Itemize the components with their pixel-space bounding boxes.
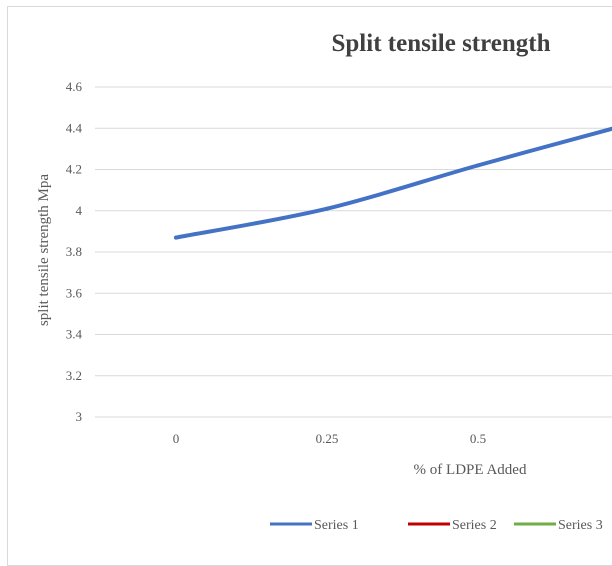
y-tick-3: 3.6 xyxy=(66,285,83,300)
y-tick-0: 3 xyxy=(76,409,83,424)
y-tick-7: 4.4 xyxy=(66,120,83,135)
y-tick-5: 4 xyxy=(76,203,83,218)
y-tick-6: 4.2 xyxy=(66,162,82,177)
legend-label-2: Series 2 xyxy=(452,518,497,533)
x-tick-0: 0 xyxy=(173,431,180,446)
data-point-1-0 xyxy=(174,235,178,240)
y-axis-title: split tensile strength Mpa xyxy=(36,174,52,326)
x-tick-1: 0.25 xyxy=(316,431,339,446)
line-chart: Split tensile strength 3 3.2 3.4 3.6 3.8 4 4.2… xyxy=(36,30,612,533)
y-tick-labels: 3 3.2 3.4 3.6 3.8 4 4.2 4.4 4.6 xyxy=(66,79,83,424)
series-lines xyxy=(174,126,612,240)
legend-label-3: Series 3 xyxy=(558,518,603,533)
y-tick-2: 3.4 xyxy=(66,327,83,342)
x-axis-title: % of LDPE Added xyxy=(414,462,527,478)
legend-label-1: Series 1 xyxy=(314,518,359,533)
y-tick-1: 3.2 xyxy=(66,368,82,383)
chart-frame xyxy=(7,6,612,566)
gridlines xyxy=(95,86,612,418)
chart-title: Split tensile strength xyxy=(332,30,551,57)
legend: Series 1 Series 2 Series 3 xyxy=(270,518,603,533)
x-tick-labels: 00.250.51 xyxy=(173,431,486,446)
y-tick-4: 3.8 xyxy=(66,244,82,259)
data-point-1-1 xyxy=(325,206,329,211)
series-line-1 xyxy=(174,126,612,240)
data-point-1-2 xyxy=(476,163,480,168)
y-tick-8: 4.6 xyxy=(66,79,83,94)
x-tick-2: 0.5 xyxy=(470,431,486,446)
